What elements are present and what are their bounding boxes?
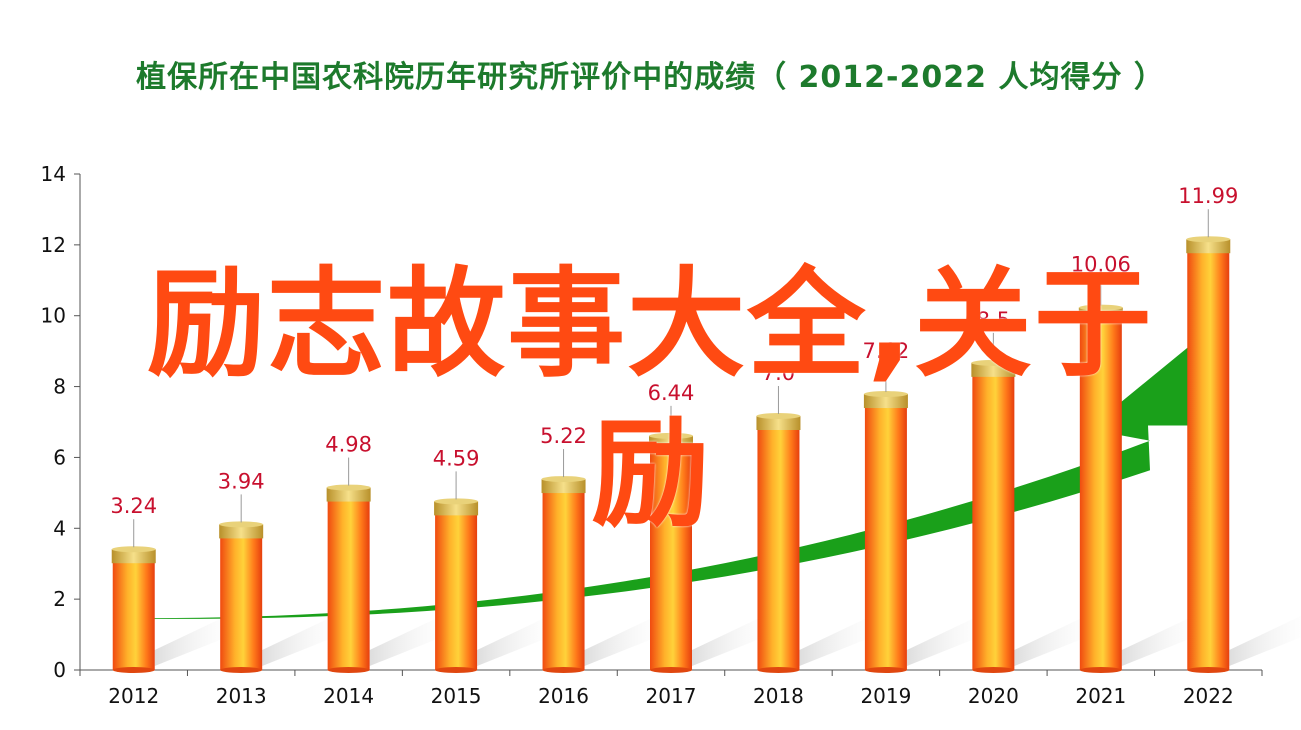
bar [757,422,800,670]
bar-cap-top [863,391,908,398]
bar-cap-top [971,359,1016,366]
bar-base [220,667,263,673]
data-label: 3.24 [110,494,157,518]
x-tick-label: 2015 [431,684,482,708]
bar [327,493,370,670]
axes: 0 2 4 6 8 10 12 14 2012 2013 2014 2015 2016 2017 2018 2… [41,162,1263,708]
bar-base [435,667,478,673]
bar [1079,313,1122,670]
bar-cap [434,501,479,516]
bar-cap-top [111,546,156,553]
bar-cap [1186,239,1231,254]
bar-base [650,667,692,673]
overlay-text-line-2: 励 [591,405,710,543]
bar-cap [863,394,908,409]
bar-cap-top [326,484,371,491]
bar-base [1079,667,1122,673]
bar-cap-top [1186,236,1231,243]
bar-base [327,667,370,673]
bar-cap [219,524,264,539]
data-labels: 3.24 3.94 4.98 4.59 5.22 6.44 7.0 7.62 8.5 10.06 1… [110,184,1238,548]
bar-base [864,667,907,673]
bar-cap [111,549,156,564]
data-label: 8.5 [977,308,1010,332]
bar-cap [1078,307,1123,322]
data-label: 7.0 [762,361,795,385]
bar-cap-top [649,432,693,439]
bar-cap-top [541,476,586,483]
data-label: 3.94 [218,469,265,493]
bar-cap-top [1078,304,1123,311]
x-tick-label: 2018 [753,684,804,708]
bar-shadows [154,612,1301,666]
bar-cap-top [219,521,264,528]
bar-cap-top [756,413,801,419]
bar-cap-top [434,498,479,505]
y-tick-label: 2 [53,587,66,611]
overlay-text-line-1: 励志故事大全,关于 [147,255,1154,393]
bar [112,555,155,670]
bar-base [542,667,585,673]
y-tick-label: 6 [53,445,66,469]
bar [220,530,263,670]
chart-title: 植保所在中国农科院历年研究所评价中的成绩（ 2012-2022 人均得分 ） [136,60,1165,95]
x-tick-label: 2022 [1183,684,1234,708]
data-label: 10.06 [1071,253,1131,277]
bar [972,368,1015,670]
bar-base [112,667,155,673]
y-tick-label: 8 [53,375,66,399]
bar-cap [971,362,1016,377]
x-tick-label: 2012 [108,684,159,708]
x-tick-label: 2019 [860,684,911,708]
data-label: 7.62 [863,339,910,363]
bar [864,400,907,670]
bar [542,485,585,670]
bar [435,507,478,670]
data-label: 11.99 [1178,184,1238,208]
x-tick-label: 2013 [216,684,267,708]
x-tick-label: 2016 [538,684,589,708]
bar-shadow [1229,615,1301,666]
bar-base [972,667,1015,673]
bar [650,441,692,670]
data-label: 5.22 [540,424,587,448]
y-tick-label: 0 [53,658,66,682]
bar-base [1187,667,1230,673]
y-tick-label: 10 [41,304,66,328]
bar-cap [541,479,586,494]
bar [1187,245,1230,670]
bar-base [757,667,800,673]
data-label: 6.44 [648,381,695,405]
bar-cap [649,435,693,450]
bar-cap [756,416,801,430]
x-tick-label: 2020 [968,684,1019,708]
x-tick-label: 2017 [646,684,697,708]
data-label: 4.59 [433,446,480,470]
y-tick-label: 4 [53,516,66,540]
x-tick-label: 2014 [323,684,374,708]
y-tick-label: 14 [41,162,66,186]
bar-cap [326,487,371,502]
y-tick-label: 12 [41,233,66,257]
bars [111,236,1231,673]
data-label: 4.98 [325,433,372,457]
x-tick-label: 2021 [1075,684,1126,708]
